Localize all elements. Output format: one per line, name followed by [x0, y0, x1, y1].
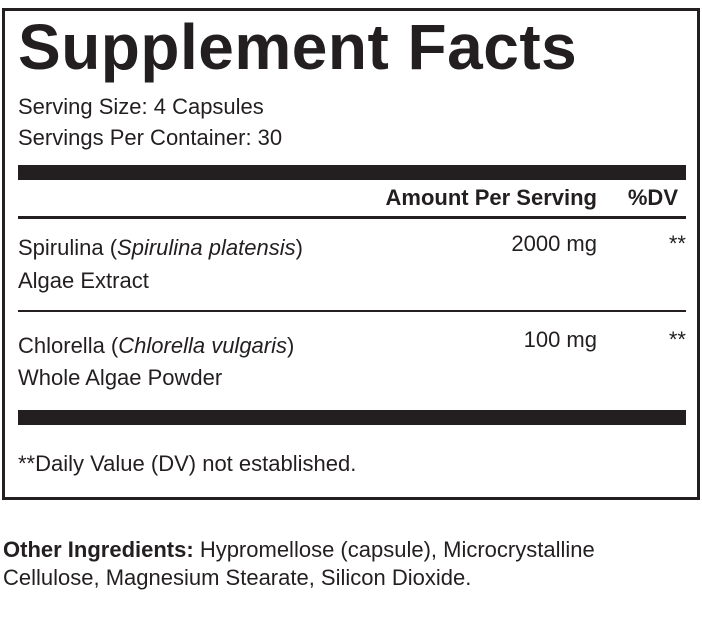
- facts-box: [2, 8, 700, 500]
- name-text: ): [295, 235, 303, 260]
- dv-header: %DV: [627, 185, 678, 210]
- name-text: Chlorella (: [18, 333, 119, 358]
- servings-per-container: Servings Per Container: 30: [18, 125, 283, 150]
- rule: [18, 310, 686, 312]
- amount: 100 mg: [523, 327, 597, 352]
- ingredient-name: Chlorella (Chlorella vulgaris): [18, 333, 294, 359]
- latin-name: Chlorella vulgaris: [118, 333, 288, 358]
- thick-rule: [18, 165, 686, 180]
- rule: [18, 216, 686, 219]
- ingredient-desc: Whole Algae Powder: [18, 365, 223, 390]
- amount: 2000 mg: [511, 231, 597, 256]
- latin-name: Spirulina platensis: [117, 235, 296, 260]
- thick-rule: [18, 410, 686, 425]
- ingredient-name: Spirulina (Spirulina platensis): [18, 235, 303, 261]
- title: Supplement Facts: [18, 11, 578, 83]
- dv: **: [668, 231, 686, 256]
- serving-size: Serving Size: 4 Capsules: [18, 94, 264, 119]
- amount-header: Amount Per Serving: [385, 185, 597, 210]
- name-text: Spirulina (: [18, 235, 118, 260]
- dv: **: [668, 327, 686, 352]
- other-label: Other Ingredients:: [3, 537, 194, 562]
- name-text: ): [287, 333, 295, 358]
- footnote: **Daily Value (DV) not established.: [18, 451, 357, 476]
- ingredient-desc: Algae Extract: [18, 268, 149, 293]
- other-text: Hypromellose (capsule), Microcrystalline…: [3, 537, 595, 590]
- other-ingredients: Other Ingredients: Hypromellose (capsule…: [3, 536, 663, 592]
